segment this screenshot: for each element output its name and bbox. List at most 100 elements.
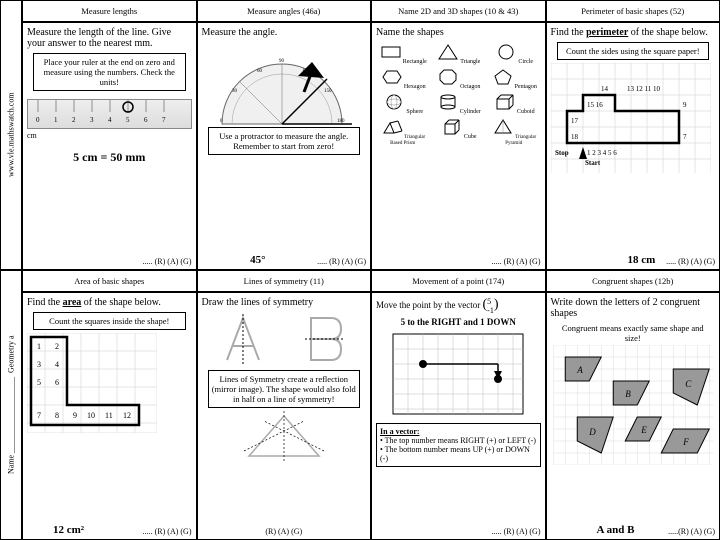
shape-pentagon: Pentagon — [515, 84, 537, 90]
perimeter-instr: Find the perimeter of the shape below. — [551, 27, 716, 38]
shapes-instr: Name the shapes — [376, 27, 541, 38]
cell-symmetry: Draw the lines of symmetry Lines of Symm… — [197, 292, 372, 540]
symmetry-rag: (R) (A) (G) — [265, 527, 302, 536]
area-rag: ..... (R) (A) (G) — [143, 527, 192, 536]
svg-text:11: 11 — [105, 411, 113, 420]
svg-text:4: 4 — [55, 360, 59, 369]
svg-text:9: 9 — [73, 411, 77, 420]
cell-perimeter: Find the perimeter of the shape below. C… — [546, 22, 720, 270]
area-grid: 12 34 56 789101112 — [27, 333, 157, 433]
area-hint: Count the squares inside the shape! — [33, 312, 186, 330]
svg-text:30: 30 — [232, 89, 238, 94]
svg-text:10: 10 — [87, 411, 95, 420]
svg-text:2: 2 — [72, 116, 76, 124]
lengths-hint: Place your ruler at the end on zero and … — [33, 53, 186, 91]
shape-octagon: Octagon — [460, 84, 480, 90]
hdr-shapes: Name 2D and 3D shapes (10 & 43) — [371, 0, 546, 22]
svg-text:0: 0 — [36, 116, 40, 124]
congruent-grid: A B C D E F — [551, 345, 716, 465]
movement-subtitle: 5 to the RIGHT and 1 DOWN — [376, 317, 541, 327]
hdr-movement: Movement of a point (174) — [371, 270, 546, 292]
ruler-unit: cm — [27, 131, 192, 140]
shape-hexagon: Hexagon — [404, 84, 426, 90]
shape-rectangle: Rectangle — [403, 59, 427, 65]
svg-text:2: 2 — [55, 342, 59, 351]
svg-text:6: 6 — [144, 116, 148, 124]
hdr-symmetry: Lines of symmetry (11) — [197, 270, 372, 292]
angles-instr: Measure the angle. — [202, 27, 367, 38]
angles-rag: ..... (R) (A) (G) — [317, 257, 366, 266]
svg-text:D: D — [588, 427, 596, 437]
svg-text:5: 5 — [37, 378, 41, 387]
hdr-area: Area of basic shapes — [22, 270, 197, 292]
side-url: www.vle.mathswatch.com — [0, 0, 22, 270]
movement-rag: ..... (R) (A) (G) — [492, 527, 541, 536]
shapes-grid: Rectangle Triangle Circle Hexagon Octago… — [376, 42, 541, 146]
protractor-graphic: 0306090120150180 — [202, 44, 367, 124]
area-instr: Find the area of the shape below. — [27, 297, 192, 308]
svg-text:3: 3 — [90, 116, 94, 124]
movement-title: Move the point by the vector (5-1) — [376, 297, 541, 315]
svg-text:1: 1 — [54, 116, 58, 124]
cell-angles: Measure the angle. 0306090120150180 Use … — [197, 22, 372, 270]
hdr-congruent: Congruent shapes (12b) — [546, 270, 720, 292]
lengths-instr: Measure the length of the line. Give you… — [27, 27, 192, 49]
symmetry-letters — [202, 314, 367, 364]
svg-text:C: C — [685, 379, 692, 389]
perimeter-hint: Count the sides using the square paper! — [557, 42, 710, 60]
svg-text:8: 8 — [55, 411, 59, 420]
svg-text:13 12 11 10: 13 12 11 10 — [627, 85, 660, 93]
shapes-rag: ..... (R) (A) (G) — [492, 257, 541, 266]
svg-text:B: B — [625, 389, 631, 399]
svg-text:12: 12 — [123, 411, 131, 420]
svg-text:18: 18 — [571, 133, 579, 141]
svg-text:Start: Start — [585, 159, 601, 167]
svg-text:4: 4 — [108, 116, 112, 124]
svg-text:6: 6 — [55, 378, 59, 387]
movement-grid — [388, 329, 528, 419]
svg-text:1: 1 — [37, 342, 41, 351]
ruler-graphic: 0 1 2 3 4 5 6 7 — [27, 99, 192, 129]
perimeter-grid: 1415 16 13 12 11 109 17187 1 2 3 4 5 6 S… — [551, 63, 711, 173]
angles-answer: 45° — [250, 254, 265, 266]
congruent-rag: .....(R) (A) (G) — [668, 527, 715, 536]
svg-text:7: 7 — [37, 411, 41, 420]
hdr-angles: Measure angles (46a) — [197, 0, 372, 22]
shape-triangle: Triangle — [460, 59, 480, 65]
lengths-rag: ..... (R) (A) (G) — [143, 257, 192, 266]
symmetry-triangle — [234, 411, 334, 461]
area-answer: 12 cm² — [53, 524, 84, 536]
shape-cylinder: Cylinder — [460, 109, 481, 115]
svg-text:1 2 3 4 5 6: 1 2 3 4 5 6 — [587, 149, 617, 157]
svg-text:150: 150 — [324, 89, 332, 94]
svg-text:14: 14 — [601, 85, 609, 93]
svg-text:A: A — [576, 365, 583, 375]
vector-explain: In a vector: • The top number means RIGH… — [376, 423, 541, 467]
shape-cube: Cube — [464, 134, 477, 140]
shape-circle: Circle — [518, 59, 533, 65]
hdr-lengths: Measure lengths — [22, 0, 197, 22]
svg-text:3: 3 — [37, 360, 41, 369]
perimeter-rag: ..... (R) (A) (G) — [666, 257, 715, 266]
svg-text:90: 90 — [279, 59, 285, 64]
cell-congruent: Write down the letters of 2 congruent sh… — [546, 292, 720, 540]
symmetry-instr: Draw the lines of symmetry — [202, 297, 367, 308]
side-name-geom: Name ___________________ Geometry a — [0, 270, 22, 540]
shape-cuboid: Cuboid — [517, 109, 535, 115]
symmetry-hint: Lines of Symmetry create a reflection (m… — [208, 370, 361, 408]
svg-text:7: 7 — [162, 116, 166, 124]
shape-sphere: Sphere — [406, 109, 423, 115]
svg-text:60: 60 — [257, 69, 263, 74]
svg-text:17: 17 — [571, 117, 579, 125]
perimeter-answer: 18 cm — [627, 254, 655, 266]
svg-text:5: 5 — [126, 116, 130, 124]
congruent-hint: Congruent means exactly same shape and s… — [555, 323, 712, 343]
svg-text:9: 9 — [683, 101, 687, 109]
svg-text:15 16: 15 16 — [587, 101, 603, 109]
cell-movement: Move the point by the vector (5-1) 5 to … — [371, 292, 546, 540]
cell-area: Find the area of the shape below. Count … — [22, 292, 197, 540]
lengths-answer: 5 cm = 50 mm — [27, 150, 192, 165]
cell-name-shapes: Name the shapes Rectangle Triangle Circl… — [371, 22, 546, 270]
congruent-answer: A and B — [597, 524, 635, 536]
cell-lengths: Measure the length of the line. Give you… — [22, 22, 197, 270]
